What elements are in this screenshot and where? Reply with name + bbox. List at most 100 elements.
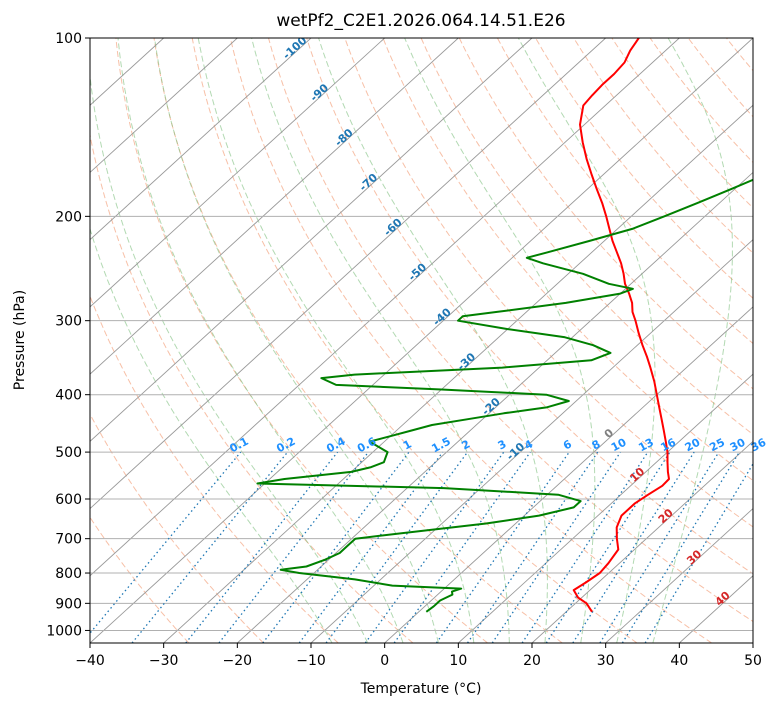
moist-adiabat-line — [404, 38, 596, 643]
isotherm-line — [310, 239, 753, 643]
mixing-ratio-line — [521, 451, 649, 643]
isotherm-label: -40 — [430, 305, 454, 328]
isotherm-line — [90, 38, 606, 510]
isotherm-label: -60 — [381, 216, 405, 239]
moist-adiabat-line — [90, 72, 369, 643]
isotherm-line — [752, 642, 753, 643]
mixing-ratio-label: 36 — [749, 436, 769, 455]
x-axis: −40 −30 −20 −10 0 10 20 30 40 50 — [75, 643, 762, 669]
isotherm-label: -50 — [406, 260, 430, 283]
mixing-ratio-line — [599, 451, 720, 643]
y-tick-label: 300 — [55, 314, 82, 330]
dry-adiabat-line — [90, 516, 190, 643]
mixing-ratio-label: 2 — [459, 437, 472, 452]
x-tick-label: −40 — [75, 653, 105, 669]
dry-adiabat-line — [90, 132, 414, 643]
y-tick-label: 1000 — [46, 623, 82, 639]
dry-adiabat-line — [382, 38, 753, 482]
mixing-ratio-line — [262, 451, 410, 643]
mixing-ratio-label: 6 — [561, 437, 574, 452]
mixing-ratio-line — [185, 451, 339, 643]
dry-adiabat-line — [420, 38, 753, 436]
mixing-ratio-line — [131, 451, 289, 643]
mixing-ratio-line — [621, 451, 740, 643]
isotherm-line — [458, 373, 753, 643]
mixing-ratio-line — [90, 451, 242, 635]
dry-adiabat-line — [649, 38, 753, 164]
mixing-ratio-label: 10 — [609, 435, 629, 454]
dry-adiabat-line — [344, 38, 753, 528]
y-tick-label: 100 — [55, 31, 82, 47]
dry-adiabats — [90, 25, 775, 643]
y-tick-label: 400 — [55, 388, 82, 404]
moist-adiabat-line — [318, 38, 548, 643]
chart-title: wetPf2_C2E1.2026.064.14.51.E26 — [276, 11, 565, 31]
dewpoint-profile — [256, 178, 753, 613]
isotherm-label: -90 — [308, 81, 332, 104]
dry-adiabat-line — [267, 38, 753, 623]
isotherm-line — [90, 38, 312, 241]
moist-adiabats — [90, 38, 733, 643]
x-axis-label: Temperature (°C) — [360, 681, 482, 697]
mixing-ratio-line — [325, 451, 469, 643]
y-tick-label: 900 — [55, 596, 82, 612]
mixing-ratio-line — [298, 451, 444, 643]
isotherm-line — [90, 38, 753, 643]
dry-adiabat-line — [306, 38, 753, 575]
isotherm-line — [605, 507, 753, 643]
x-tick-label: −20 — [223, 653, 253, 669]
pressure-gridlines — [90, 38, 753, 631]
mixing-ratio-line — [572, 451, 695, 643]
isotherm-label: -70 — [357, 171, 381, 194]
mixing-ratio-line — [491, 451, 621, 643]
dry-adiabat-line — [90, 294, 339, 643]
mixing-ratio-label: 16 — [658, 436, 678, 455]
moist-adiabat-line — [90, 227, 333, 643]
x-tick-label: 0 — [380, 653, 389, 669]
y-tick-label: 800 — [55, 566, 82, 582]
dry-adiabat-line — [754, 25, 775, 643]
moist-adiabat-line — [117, 38, 404, 643]
mixing-ratio-label: 25 — [707, 436, 727, 455]
isotherm-label: -80 — [332, 126, 356, 149]
mixing-ratio-line — [435, 451, 570, 643]
isotherm-line — [90, 38, 385, 308]
isotherm-line — [163, 104, 753, 643]
x-tick-label: 50 — [744, 653, 762, 669]
y-tick-label: 600 — [55, 492, 82, 508]
dry-adiabat-line — [229, 38, 712, 643]
mixing-ratio-line — [393, 451, 531, 643]
mixing-ratio-label: 1 — [401, 437, 414, 452]
skewed-isotherms — [90, 38, 753, 643]
dry-adiabat-line — [535, 38, 753, 299]
x-tick-label: 10 — [449, 653, 467, 669]
isotherm-line — [90, 38, 238, 174]
moist-adiabat-line — [652, 38, 733, 643]
isotherm-line — [237, 171, 753, 643]
dry-adiabat-line — [191, 38, 638, 643]
x-tick-label: 20 — [523, 653, 541, 669]
isotherm-label: 20 — [656, 506, 676, 526]
x-tick-label: −10 — [296, 653, 326, 669]
dry-adiabat-line — [90, 413, 264, 643]
isotherm-line — [90, 38, 533, 442]
dry-adiabat-line — [115, 38, 488, 643]
x-tick-label: −30 — [149, 653, 179, 669]
isotherm-line — [90, 38, 680, 577]
moist-adiabat-line — [517, 38, 656, 643]
moist-adiabat-line — [251, 38, 510, 643]
isotherm-line — [531, 440, 753, 643]
mixing-ratio-line — [364, 451, 505, 643]
y-tick-label: 700 — [55, 532, 82, 548]
isotherm-line — [384, 306, 753, 643]
moist-adiabat-line — [154, 38, 439, 643]
y-axis: 100 200 300 400 500 600 700 800 900 1000 — [46, 31, 90, 639]
dry-adiabat-line — [725, 38, 753, 72]
x-tick-label: 30 — [597, 653, 615, 669]
mixing-ratio-line — [545, 451, 671, 643]
temperature-profile — [572, 38, 670, 613]
mixing-ratio-lines — [90, 451, 753, 643]
